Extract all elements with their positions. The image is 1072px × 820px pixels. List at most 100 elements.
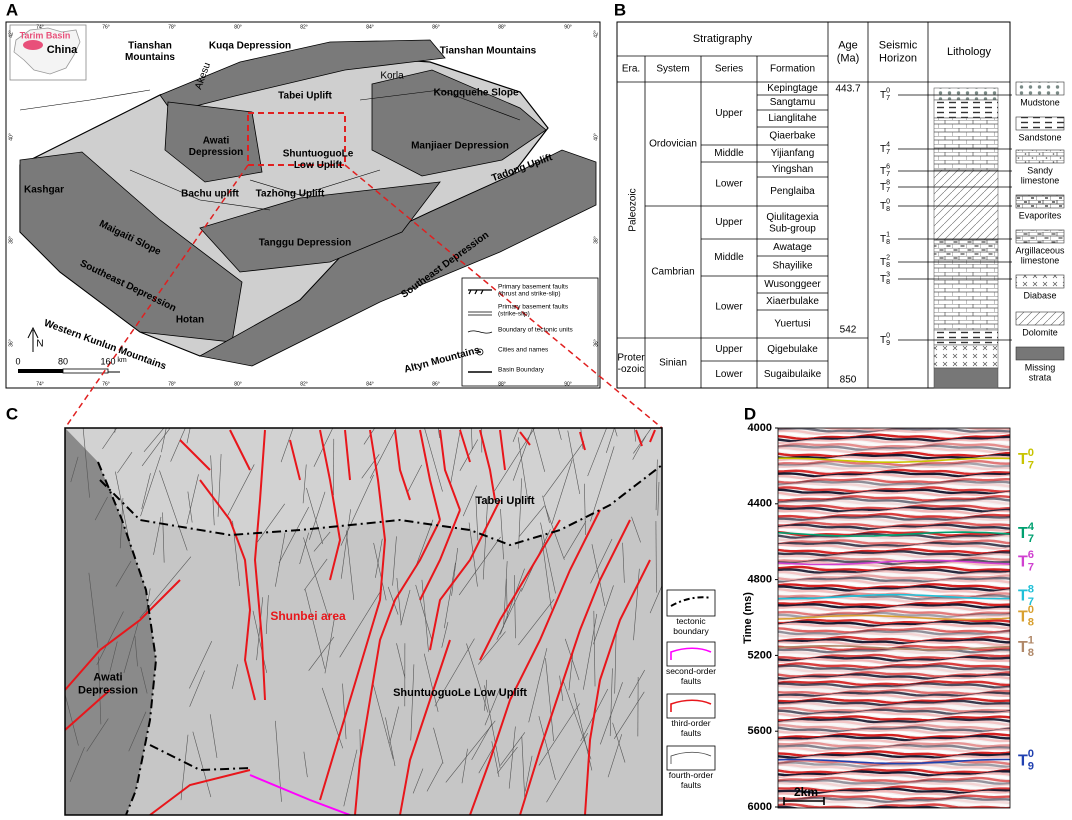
- horizon-sup: 8: [886, 179, 890, 186]
- seismic-trace: [778, 543, 1010, 551]
- place-label-line: Tianshan: [128, 40, 172, 51]
- fourth-order-fault: [186, 428, 191, 444]
- lithology-legend-swatch: [1015, 274, 1065, 289]
- seismic-trace: [778, 579, 1010, 585]
- seismic-trace: [778, 721, 1010, 729]
- era-cell-line: -ozoic: [618, 363, 645, 374]
- third-order-fault: [253, 429, 266, 701]
- fourth-order-fault: [568, 652, 574, 691]
- formation-cell: Qiaerbake: [769, 131, 816, 142]
- series-cell: Upper: [715, 108, 743, 119]
- seismic-trace: [778, 481, 1010, 489]
- panel-label: B: [614, 0, 626, 19]
- table-header: Lithology: [947, 46, 992, 58]
- horizon-sub: 9: [886, 340, 890, 347]
- horizon-line: [778, 593, 1010, 600]
- seismic-trace: [778, 536, 1010, 544]
- seismic-trace: [778, 669, 1010, 676]
- table-header: System: [656, 64, 689, 75]
- fourth-order-fault: [538, 703, 580, 766]
- legend-a-label-line: (strike-slip): [498, 310, 530, 317]
- fourth-order-fault: [313, 531, 331, 552]
- lithology-unit: [933, 367, 999, 389]
- zoom-connector: [64, 164, 663, 429]
- third-order-fault: [394, 429, 411, 501]
- fourth-order-fault: [400, 589, 411, 626]
- longitude-label: 84°: [366, 24, 374, 30]
- seismic-trace: [778, 459, 1010, 467]
- seismic-trace: [778, 755, 1010, 762]
- legend-c-label: second-order faults: [666, 666, 716, 686]
- horizon-label: T78: [1018, 583, 1034, 607]
- fourth-order-fault: [339, 588, 383, 658]
- lithology-unit: [933, 87, 999, 101]
- seismic-trace: [778, 554, 1010, 561]
- place-label-line: ShuntuoguoLe: [283, 148, 354, 159]
- fourth-order-fault: [600, 682, 623, 745]
- seismic-trace: [778, 477, 1010, 484]
- place-label: Kashgar: [24, 185, 64, 196]
- fourth-order-fault: [622, 542, 625, 583]
- seismic-trace: [778, 704, 1010, 711]
- seismic-trace: [778, 534, 1010, 542]
- third-order-fault: [199, 479, 256, 701]
- system-cell: Ordovician: [649, 139, 697, 150]
- fourth-order-fault: [387, 586, 399, 615]
- fourth-order-fault: [496, 746, 518, 774]
- seismic-trace: [778, 761, 1010, 768]
- formation-cell: Wusonggeer: [764, 279, 821, 290]
- horizon-sub: 8: [886, 206, 890, 213]
- fourth-order-fault: [424, 428, 443, 492]
- third-order-fault: [319, 429, 342, 581]
- third-order-fault: [579, 431, 586, 451]
- fourth-order-fault: [143, 428, 165, 453]
- formation-cell: Sugaibulaike: [764, 369, 822, 380]
- fourth-order-fault: [628, 669, 645, 699]
- fourth-order-fault: [524, 755, 533, 792]
- seismic-trace: [778, 581, 1010, 588]
- seismic-trace: [778, 706, 1010, 713]
- third-order-fault: [399, 639, 451, 815]
- horizon-base: T: [880, 201, 886, 212]
- fourth-order-fault: [252, 610, 268, 673]
- seismic-trace: [778, 675, 1010, 683]
- fourth-order-fault: [308, 636, 335, 671]
- seismic-trace: [778, 479, 1010, 487]
- seismic-trace: [778, 525, 1010, 533]
- fourth-order-fault: [634, 428, 637, 442]
- system-cell: Cambrian: [651, 267, 694, 278]
- seismic-trace: [778, 440, 1010, 447]
- seismic-trace: [778, 697, 1010, 705]
- y-axis-label: Time (ms): [742, 592, 754, 644]
- legend-c-label-line: faults: [681, 676, 701, 686]
- fourth-order-fault: [140, 666, 148, 694]
- fourth-order-fault: [461, 748, 468, 784]
- formation-cell: Kepingtage: [767, 83, 818, 94]
- horizon-sub: 8: [1028, 647, 1034, 659]
- seismic-trace: [778, 677, 1010, 684]
- seismic-trace: [778, 717, 1010, 724]
- fourth-order-fault: [406, 464, 423, 494]
- formation-cell: Xiaerbulake: [766, 296, 819, 307]
- fourth-order-fault: [210, 455, 215, 526]
- fourth-order-fault: [583, 613, 598, 690]
- third-order-fault: [319, 429, 387, 801]
- seismic-trace: [778, 574, 1010, 582]
- series-cell: Upper: [715, 344, 743, 355]
- latitude-label: 40°: [8, 133, 14, 141]
- north-arrow-label: N: [36, 339, 43, 350]
- fourth-order-fault: [518, 599, 555, 646]
- seismic-trace: [778, 657, 1010, 665]
- horizon-base: T: [880, 166, 886, 177]
- fourth-order-fault: [441, 621, 449, 648]
- fourth-order-fault: [567, 430, 581, 494]
- seismic-trace: [778, 515, 1010, 522]
- fourth-order-fault: [484, 687, 501, 726]
- horizon-base: T: [1018, 451, 1028, 468]
- seismic-trace: [778, 541, 1010, 548]
- area-label: Tabei Uplift: [475, 495, 534, 507]
- fourth-order-fault: [540, 522, 556, 594]
- scale-bar: [783, 797, 825, 805]
- place-label: Kongquehe Slope: [434, 88, 519, 99]
